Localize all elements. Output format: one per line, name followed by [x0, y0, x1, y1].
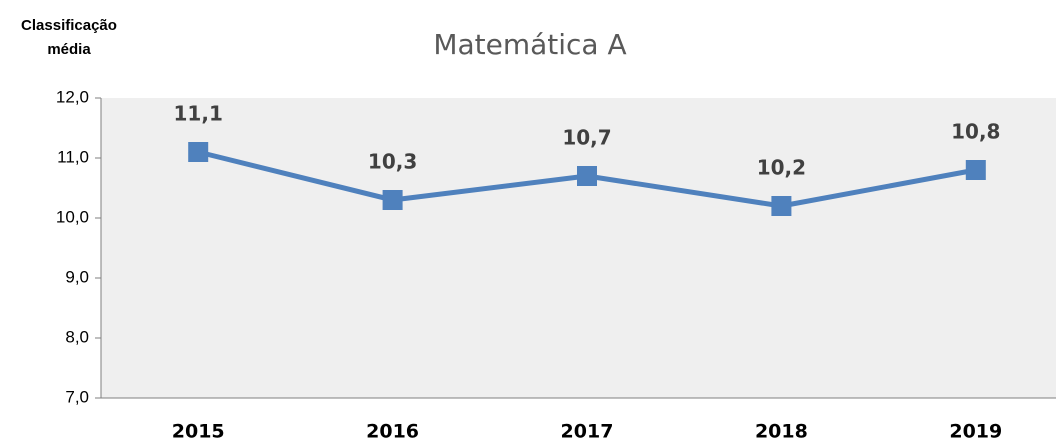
marker [965, 160, 986, 180]
x-tick-label: 2015 [172, 421, 225, 443]
data-label: 10,2 [757, 156, 806, 180]
data-label: 10,8 [951, 120, 1000, 144]
chart-title: Matemática A [433, 28, 626, 61]
y-tick-label: 11,0 [57, 147, 89, 166]
y-axis-label: Classificação média [21, 17, 117, 58]
y-tick-label: 12,0 [56, 87, 89, 106]
marker [188, 142, 209, 162]
marker [771, 196, 792, 216]
x-tick-label: 2016 [366, 421, 419, 443]
marker [382, 190, 403, 210]
x-tick-label: 2018 [755, 421, 808, 443]
y-tick-label: 7,0 [65, 387, 89, 406]
marker [577, 166, 597, 186]
y-tick-label: 8,0 [65, 327, 89, 346]
data-label: 10,7 [562, 126, 611, 150]
x-tick-label: 2019 [949, 421, 1002, 443]
data-label: 10,3 [368, 150, 417, 174]
x-tick-label: 2017 [561, 421, 614, 443]
y-tick-label: 9,0 [65, 267, 89, 286]
plot-area [101, 98, 1056, 398]
data-label: 11,1 [174, 102, 223, 126]
y-tick-label: 10,0 [56, 207, 89, 226]
